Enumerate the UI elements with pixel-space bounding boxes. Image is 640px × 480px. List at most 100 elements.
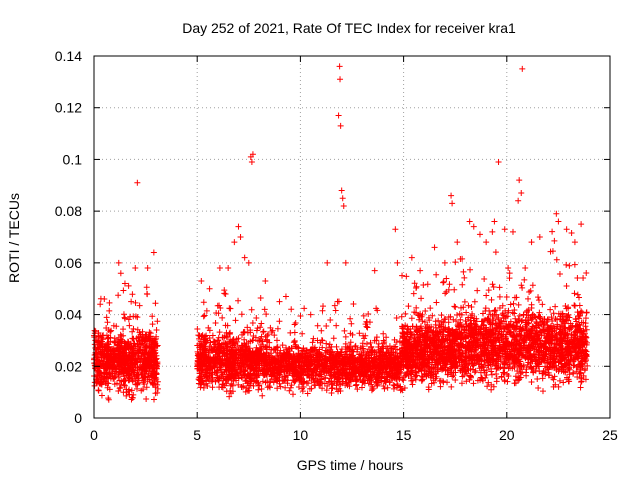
data-point (128, 387, 135, 394)
data-point (260, 363, 267, 370)
data-point (525, 295, 532, 302)
data-point (418, 377, 425, 384)
data-point (118, 333, 125, 340)
data-point (145, 354, 152, 361)
data-point (256, 345, 263, 352)
data-point (227, 382, 234, 389)
data-point (106, 370, 113, 377)
data-point (260, 328, 267, 335)
data-point (333, 343, 340, 350)
data-point (94, 344, 101, 351)
data-point (136, 302, 143, 309)
data-point (524, 307, 531, 314)
data-point (115, 351, 122, 358)
data-point (103, 374, 110, 381)
data-point (223, 333, 230, 340)
data-point (118, 378, 125, 385)
data-point (138, 353, 145, 360)
data-point (405, 303, 412, 310)
data-point (200, 299, 207, 306)
data-point (137, 341, 144, 348)
data-point (141, 351, 148, 358)
data-point (341, 327, 348, 334)
data-point (289, 391, 296, 398)
data-point (583, 309, 590, 316)
data-point (117, 331, 124, 338)
data-point (215, 310, 222, 317)
data-point (138, 371, 145, 378)
data-point (451, 286, 458, 293)
data-point (134, 356, 141, 363)
data-point (492, 249, 499, 256)
data-point (143, 395, 150, 402)
data-point (563, 261, 570, 268)
data-point (108, 366, 115, 373)
data-point (116, 385, 123, 392)
data-point (133, 385, 140, 392)
data-point (143, 384, 150, 391)
data-point (103, 379, 110, 386)
data-point (143, 356, 150, 363)
data-point (451, 303, 458, 310)
data-point (259, 392, 266, 399)
data-point (220, 377, 227, 384)
data-point (331, 302, 338, 309)
data-point (547, 306, 554, 313)
data-point (105, 335, 112, 342)
data-point (95, 387, 102, 394)
data-point (153, 326, 160, 333)
data-point (125, 353, 132, 360)
data-point (96, 358, 103, 365)
data-point (452, 303, 459, 310)
data-point (149, 313, 156, 320)
data-point (488, 386, 495, 393)
data-point (452, 259, 459, 266)
data-point (461, 298, 468, 305)
data-point (563, 282, 570, 289)
data-point (507, 301, 514, 308)
data-point (381, 385, 388, 392)
data-point (556, 377, 563, 384)
data-point (149, 380, 156, 387)
data-point (198, 379, 205, 386)
data-point (197, 384, 204, 391)
data-point (252, 334, 259, 341)
data-point (124, 343, 131, 350)
data-point (515, 301, 522, 308)
data-point (330, 335, 337, 342)
data-point (529, 282, 536, 289)
data-point (105, 396, 112, 403)
data-point (465, 302, 472, 309)
data-point (354, 386, 361, 393)
data-point (437, 383, 444, 390)
data-point (154, 381, 161, 388)
data-point (427, 305, 434, 312)
data-point (408, 377, 415, 384)
data-point (143, 290, 150, 297)
data-point (110, 351, 117, 358)
data-point (318, 337, 325, 344)
data-point (257, 295, 264, 302)
data-point (535, 297, 542, 304)
data-point (228, 381, 235, 388)
data-point (358, 384, 365, 391)
data-point (420, 281, 427, 288)
data-point (260, 328, 267, 335)
data-point (106, 307, 113, 314)
data-point (203, 339, 210, 346)
data-point (123, 392, 130, 399)
data-point (253, 344, 260, 351)
data-point (140, 357, 147, 364)
data-point (243, 377, 250, 384)
data-point (424, 281, 431, 288)
data-point (539, 301, 546, 308)
data-point (134, 326, 141, 333)
data-point (249, 337, 256, 344)
data-point (348, 320, 355, 327)
data-point (510, 300, 517, 307)
data-point (470, 380, 477, 387)
data-point (107, 328, 114, 335)
data-point (140, 378, 147, 385)
data-point (151, 396, 158, 403)
data-point (203, 307, 210, 314)
